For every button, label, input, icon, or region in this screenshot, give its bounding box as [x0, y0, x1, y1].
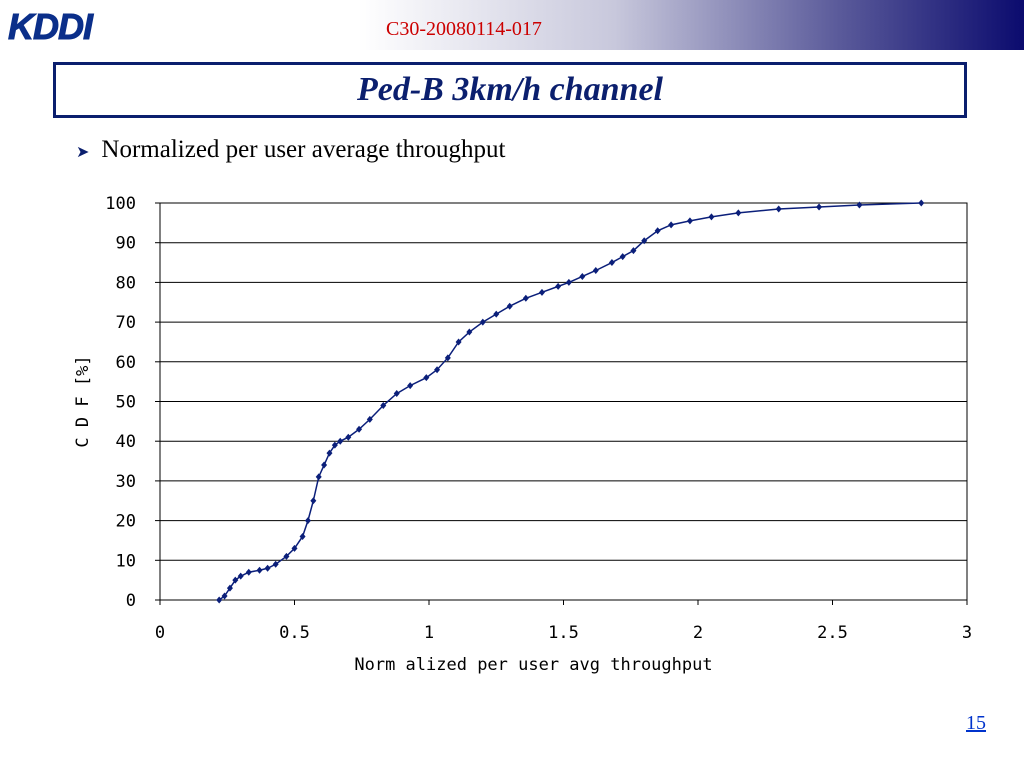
data-point	[775, 205, 782, 213]
data-point	[264, 564, 271, 572]
data-point	[506, 302, 513, 310]
data-point	[816, 203, 823, 211]
arrow-bullet-icon: ➤	[76, 144, 90, 161]
data-point	[326, 449, 333, 457]
data-point	[668, 221, 675, 229]
data-point	[366, 415, 373, 423]
data-point	[493, 310, 500, 318]
data-point	[256, 566, 263, 574]
x-tick-label: 0.5	[279, 623, 310, 643]
data-point	[619, 253, 626, 261]
series-line	[218, 202, 922, 601]
data-point	[579, 272, 586, 280]
data-point	[245, 568, 252, 576]
data-point	[221, 592, 228, 600]
data-point	[555, 282, 562, 290]
data-point	[272, 560, 279, 568]
y-tick-label: 30	[116, 472, 136, 492]
kddi-logo-text: KDDI	[8, 6, 94, 46]
kddi-logo: KDDI	[8, 6, 96, 46]
y-tick-label: 70	[116, 313, 136, 333]
data-point	[918, 199, 925, 207]
data-point	[434, 366, 441, 374]
document-id: C30-20080114-017	[386, 18, 542, 40]
data-point	[356, 425, 363, 433]
data-point	[232, 576, 239, 584]
data-point	[522, 294, 529, 302]
data-point	[237, 572, 244, 580]
data-point	[331, 441, 338, 449]
x-tick-label: 1	[424, 623, 434, 643]
data-point	[315, 473, 322, 481]
x-tick-label: 2.5	[817, 623, 848, 643]
data-point	[565, 278, 572, 286]
data-point	[466, 328, 473, 336]
data-point	[654, 227, 661, 235]
data-point	[407, 382, 414, 390]
data-point	[304, 517, 311, 525]
data-point	[592, 266, 599, 274]
data-point	[393, 390, 400, 398]
title-box: Ped-B 3km/h channel	[53, 62, 967, 118]
data-point	[226, 584, 233, 592]
data-point	[455, 338, 462, 346]
data-point	[291, 544, 298, 552]
y-tick-label: 10	[116, 551, 136, 571]
slide-title: Ped-B 3km/h channel	[356, 71, 664, 108]
bullet-item: ➤ Normalized per user average throughput	[76, 136, 505, 164]
x-tick-label: 0	[155, 623, 165, 643]
bullet-text: Normalized per user average throughput	[101, 136, 506, 163]
data-point	[444, 354, 451, 362]
data-point	[299, 532, 306, 540]
data-point	[735, 209, 742, 217]
data-point	[321, 461, 328, 469]
data-point	[283, 552, 290, 560]
y-tick-label: 20	[116, 512, 136, 532]
data-point	[423, 374, 430, 382]
y-tick-label: 0	[126, 591, 136, 611]
header-band	[0, 0, 1024, 50]
y-tick-label: 50	[116, 393, 136, 413]
data-point	[479, 318, 486, 326]
x-tick-label: 2	[693, 623, 703, 643]
data-point	[856, 201, 863, 209]
page-number-link[interactable]: 15	[966, 712, 986, 734]
data-point	[345, 433, 352, 441]
y-axis-label: C D F [%]	[73, 355, 93, 447]
y-tick-label: 60	[116, 353, 136, 373]
data-point	[641, 237, 648, 245]
y-tick-label: 40	[116, 432, 136, 452]
y-tick-label: 80	[116, 273, 136, 293]
data-point	[708, 213, 715, 221]
y-tick-label: 100	[105, 194, 136, 214]
y-tick-label: 90	[116, 234, 136, 254]
x-tick-label: 1.5	[548, 623, 579, 643]
data-point	[310, 497, 317, 505]
data-point	[608, 259, 615, 267]
x-axis-label: Norm alized per user avg throughput	[354, 655, 712, 675]
data-point	[216, 596, 223, 604]
data-point	[380, 401, 387, 409]
x-tick-label: 3	[962, 623, 972, 643]
data-point	[630, 247, 637, 255]
data-point	[538, 288, 545, 296]
data-point	[337, 437, 344, 445]
data-point	[686, 217, 693, 225]
